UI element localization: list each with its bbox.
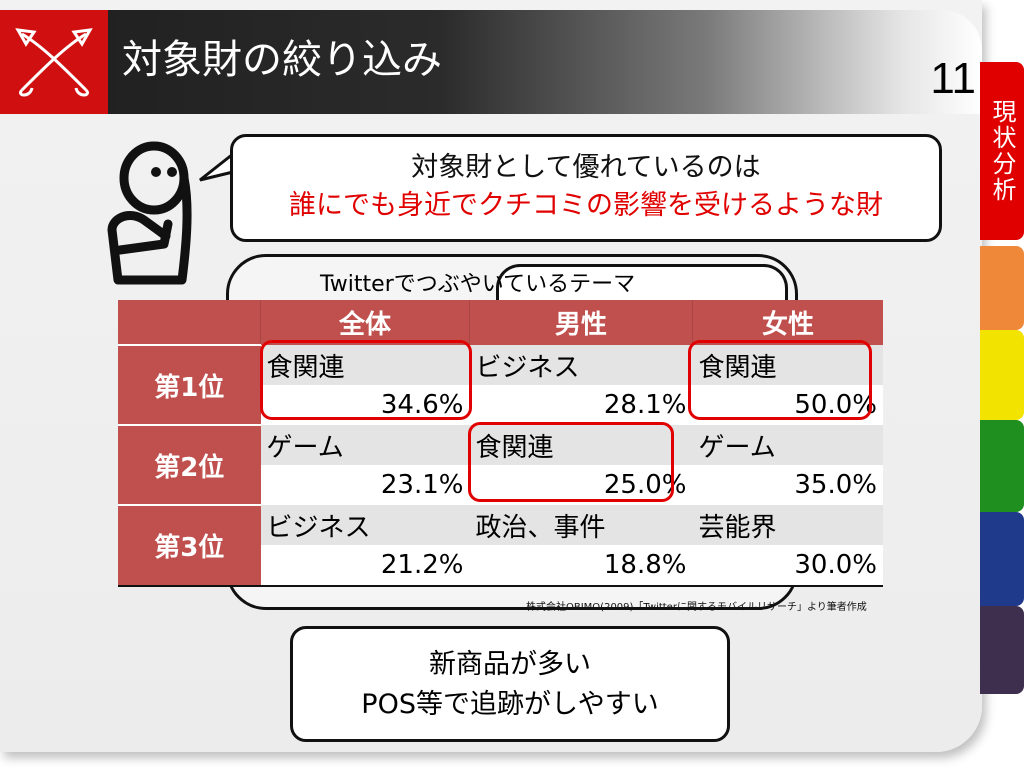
conclusion-line-2: POS等で追跡がしやすい [361,689,659,720]
column-header-female: 女性 [692,300,883,345]
tab-4[interactable] [980,420,1024,512]
theme-name: ビジネス [469,345,693,385]
theme-name: 食関連 [469,425,693,465]
tab-current-analysis[interactable]: 現状分析 [980,62,1024,240]
conclusion-box: 新商品が多い POS等で追跡がしやすい [290,626,730,742]
bubble-line-2: 誰にでも身近でクチコミの影響を受けるような財 [289,190,883,221]
theme-name: ゲーム [260,425,470,465]
rank-label: 第3位 [118,504,261,587]
column-header-male: 男性 [469,300,693,345]
theme-name: ビジネス [260,505,470,545]
conclusion-line-1: 新商品が多い [429,649,591,680]
table-row: 21.2% 18.8% 30.0% [118,545,883,587]
speech-bubble: 対象財として優れているのは 誰にでも身近でクチコミの影響を受けるような財 [230,134,942,242]
tab-6[interactable] [980,606,1024,694]
bubble-tail [199,152,234,182]
table-row: 23.1% 25.0% 35.0% [118,465,883,505]
column-header-all: 全体 [260,300,470,345]
tab-5[interactable] [980,512,1024,606]
theme-name: 食関連 [260,345,470,385]
theme-percent: 18.8% [469,545,693,587]
table-row: 第3位 ビジネス 政治、事件 芸能界 [118,504,883,587]
table-title: Twitterでつぶやいているテーマ [320,272,636,297]
page-number: 11 [930,54,976,103]
page-title: 対象財の絞り込み [122,37,442,83]
tab-3[interactable] [980,330,1024,420]
rank-label: 第1位 [118,344,261,425]
theme-percent: 23.1% [260,465,470,505]
highlight-all-food [260,340,472,420]
theme-percent: 21.2% [260,545,470,587]
tab-2[interactable] [980,246,1024,330]
theme-name: ゲーム [692,425,883,465]
ranking-table: 全体 男性 女性 第1位 食関連 ビジネス 食関連 34.6% 28.1% 50… [118,300,883,587]
theme-percent: 30.0% [692,545,883,587]
logo [0,10,108,114]
theme-percent: 28.1% [469,385,693,425]
source-note: 株式会社OBIMO(2009)「Twitterに関するモバイルリサーチ」より筆者… [526,602,867,613]
rank-label: 第2位 [118,424,261,505]
logo-icon [15,28,93,97]
theme-name: 食関連 [692,345,883,385]
highlight-male-food [468,422,674,502]
bubble-line-1: 対象財として優れているのは [411,152,761,183]
theme-name: 政治、事件 [469,505,693,545]
table-row: 第2位 ゲーム 食関連 ゲーム [118,424,883,505]
table-row: 第1位 食関連 ビジネス 食関連 [118,344,883,425]
highlight-female-food [688,340,872,420]
header-bar [0,10,982,114]
corner-cell [118,300,261,345]
theme-name: 芸能界 [692,505,883,545]
thinking-person-icon [107,141,192,285]
table-header-row: 全体 男性 女性 [118,300,883,345]
theme-percent: 35.0% [692,465,883,505]
